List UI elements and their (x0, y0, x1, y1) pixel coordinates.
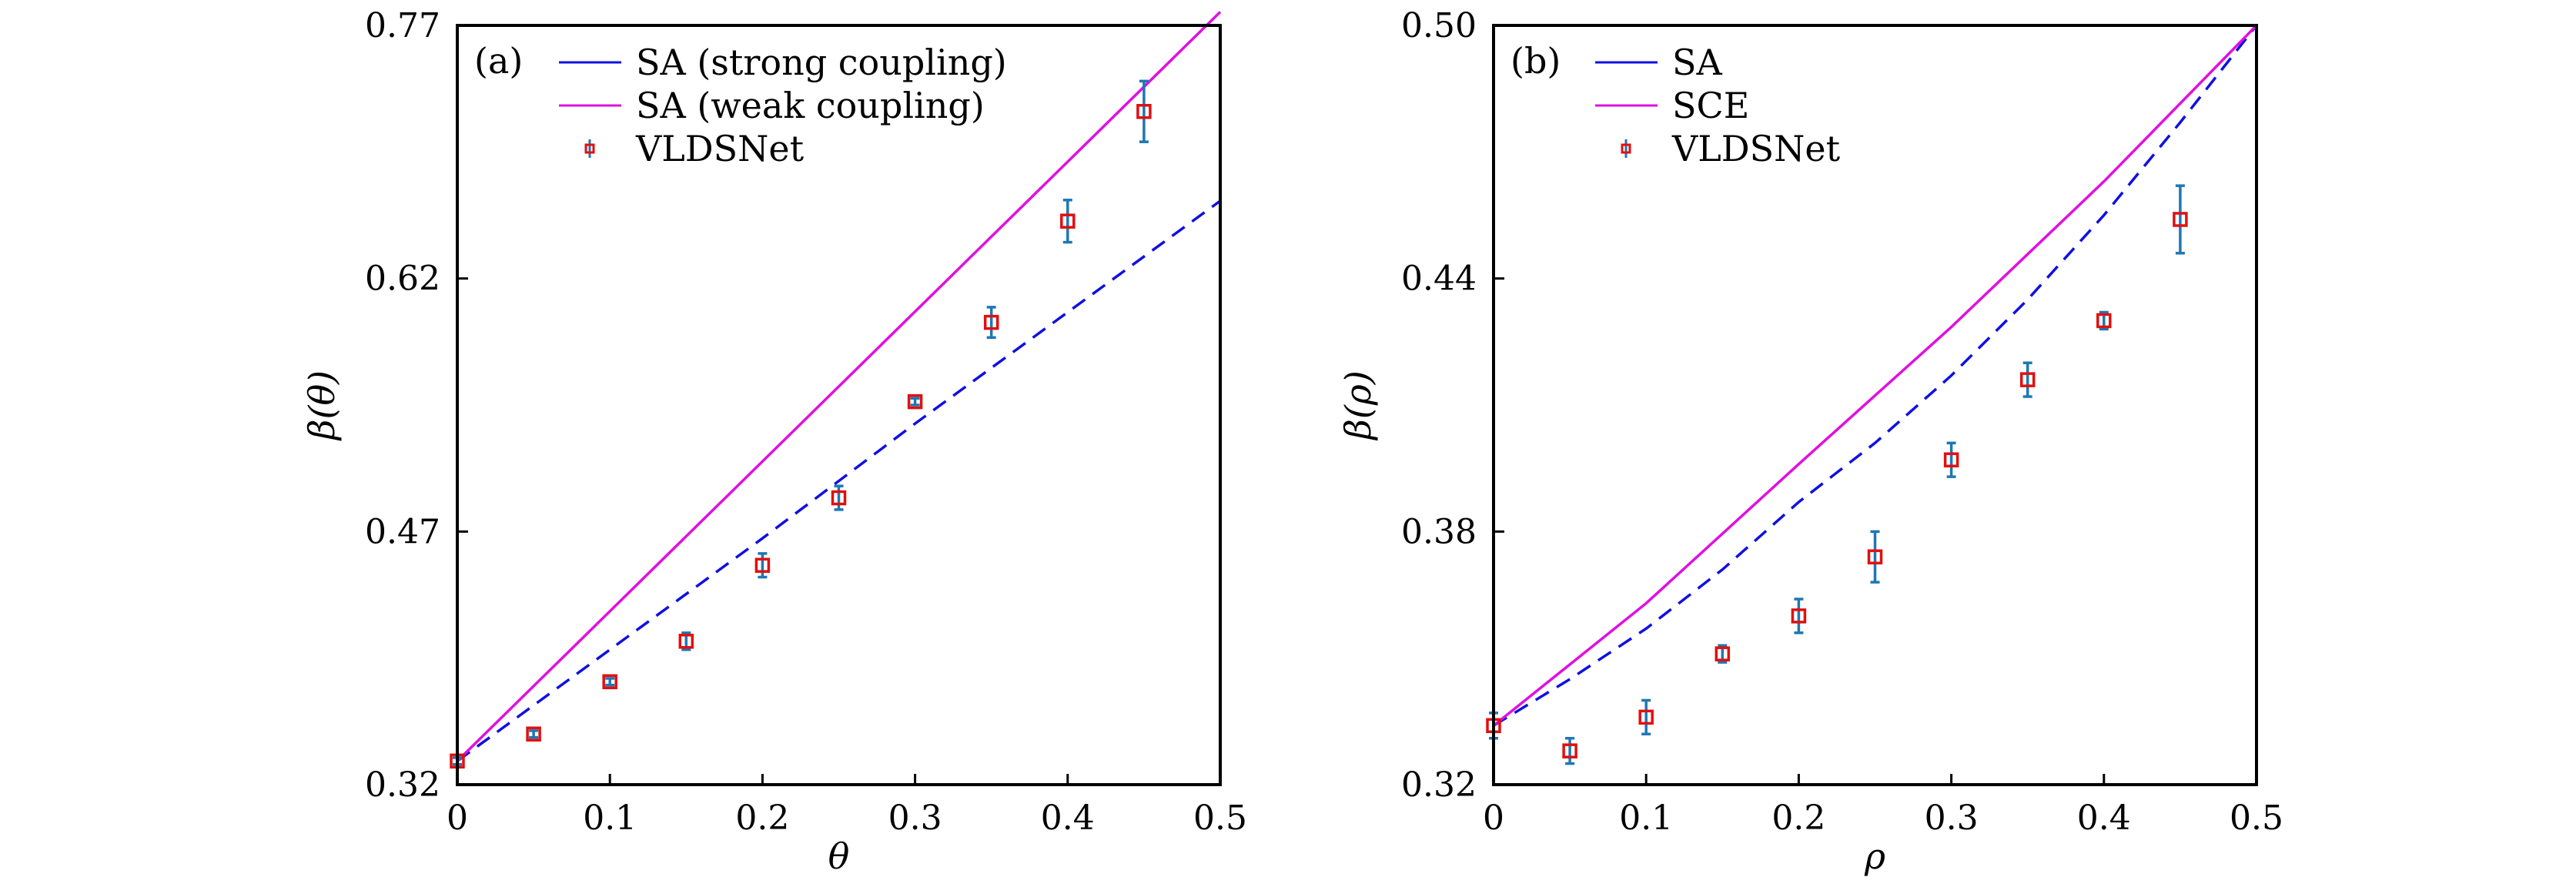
square-marker (983, 314, 999, 330)
y-axis-label: β(θ) (301, 370, 343, 441)
panel-label: (b) (1510, 40, 1561, 82)
data-point (526, 726, 541, 742)
y-tick-label: 0.62 (365, 259, 440, 299)
x-tick-label: 0.4 (1041, 799, 1095, 838)
square-marker (1791, 608, 1807, 624)
legend-label: SA (strong coupling) (636, 42, 1007, 83)
legend-label: VLDSNet (635, 128, 805, 169)
square-marker (907, 393, 923, 410)
data-point (2019, 361, 2036, 398)
x-tick-label: 0.3 (888, 799, 942, 838)
square-marker (1060, 213, 1076, 229)
square-marker (1136, 103, 1152, 119)
y-tick-label: 0.50 (1401, 6, 1477, 45)
panel-a: 0 0.1 0.2 0.3 0.4 0.5 0.32 0.47 0.62 0.77 θ β(θ) (a)… (301, 6, 1247, 877)
x-tick-label: 0.1 (1619, 799, 1673, 838)
data-point (1943, 441, 1959, 478)
series-line-1 (1492, 24, 2258, 727)
x-axis-label: ρ (1864, 835, 1885, 877)
legend-label: SA (1672, 42, 1723, 83)
x-tick-label: 0.2 (1771, 799, 1825, 838)
data-point (1638, 698, 1654, 736)
square-marker (526, 726, 541, 742)
x-tick-label: 0.5 (2230, 799, 2283, 838)
x-tick-label: 0 (1483, 799, 1504, 838)
data-point (831, 484, 847, 511)
square-marker (831, 490, 847, 506)
legend-label: SA (weak coupling) (636, 85, 985, 126)
square-marker (678, 634, 694, 649)
legend-marker-icon (1621, 143, 1631, 154)
data-point (1136, 79, 1152, 143)
panel-label: (a) (474, 40, 523, 82)
square-marker (602, 674, 617, 690)
y-tick-label: 0.44 (1401, 259, 1477, 299)
data-point (1060, 199, 1076, 244)
x-tick-label: 0 (447, 799, 468, 838)
y-tick-label: 0.32 (365, 765, 440, 805)
square-marker (1715, 646, 1731, 661)
data-point (983, 306, 999, 340)
data-point (1791, 598, 1807, 635)
square-marker (2096, 313, 2112, 329)
square-marker (2173, 212, 2188, 227)
legend: (a) SA (strong coupling)SA (weak coupling… (474, 40, 1007, 169)
series-line-0 (1493, 24, 2258, 727)
x-tick-label: 0.3 (1925, 799, 1979, 838)
data-point (2096, 310, 2112, 331)
x-tick-label: 0.4 (2077, 799, 2131, 838)
data-point (602, 674, 617, 690)
legend-label: SCE (1672, 85, 1749, 126)
plot-frame (1492, 24, 2258, 786)
square-marker (1638, 709, 1654, 725)
x-tick-label: 0.5 (1193, 799, 1247, 838)
y-axis-label: β(ρ) (1337, 370, 1379, 441)
data-point (2173, 184, 2188, 255)
y-tick-label: 0.77 (365, 6, 440, 45)
square-marker (1943, 452, 1959, 467)
square-marker (754, 557, 771, 573)
square-marker (1562, 743, 1577, 758)
data-point (678, 631, 694, 651)
square-marker (2019, 372, 2036, 387)
data-point (1562, 736, 1577, 765)
plot-frame (456, 24, 1222, 786)
legend-marker-icon (584, 143, 595, 154)
data-point (1715, 644, 1731, 664)
data-point (907, 393, 923, 410)
y-tick-label: 0.38 (1401, 512, 1477, 551)
panel-b: 0 0.1 0.2 0.3 0.4 0.5 0.32 0.38 0.44 0.50 ρ β(ρ) (b)… (1337, 6, 2283, 877)
square-marker (1867, 549, 1883, 564)
data-point (754, 552, 771, 579)
series-line-1 (456, 11, 1222, 762)
legend-label: VLDSNet (1671, 128, 1841, 169)
y-tick-label: 0.32 (1401, 765, 1477, 805)
series-line-0 (456, 199, 1222, 762)
y-tick-label: 0.47 (365, 512, 440, 551)
x-tick-label: 0.2 (735, 799, 789, 838)
x-tick-label: 0.1 (583, 799, 637, 838)
x-axis-label: θ (828, 835, 850, 877)
data-point (1867, 530, 1883, 584)
